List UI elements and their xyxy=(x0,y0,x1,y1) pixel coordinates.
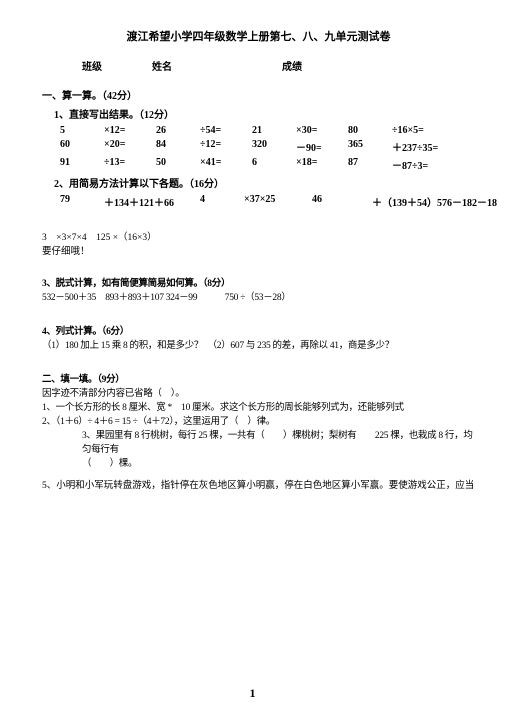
page-number: 1 xyxy=(0,686,505,701)
cell: 320 xyxy=(252,139,296,154)
section-3-heading: 3、脱式计算，如有简便算简易如何算。（8分） xyxy=(42,277,475,291)
mid-line-2: 要仔细哦！ xyxy=(42,245,475,259)
header-row: 班级 姓名 成绩 xyxy=(42,58,475,73)
cell: ÷16×5= xyxy=(392,125,424,136)
cell: ×37×25 xyxy=(244,194,312,209)
cell: 87 xyxy=(348,157,392,172)
cell: 79 xyxy=(60,194,104,209)
exam-title: 渡江希望小学四年级数学上册第七、八、九单元测试卷 xyxy=(42,28,475,44)
section-2-heading: 二、填一填。（9分） xyxy=(42,373,475,387)
cell: 4 xyxy=(200,194,244,209)
calc-row-1: 5 ×12= 26 ÷54= 21 ×30= 80 ÷16×5= xyxy=(60,125,475,136)
cell: 46 xyxy=(312,194,372,209)
class-label: 班级 xyxy=(42,58,152,73)
score-label: 成绩 xyxy=(282,58,475,73)
name-label: 姓名 xyxy=(152,58,282,73)
cell: ×18= xyxy=(296,157,348,172)
calc-row-4: 79 ＋134＋121＋66 4 ×37×25 46 ＋（139＋54）576－… xyxy=(60,194,475,209)
cell: －90= xyxy=(296,139,348,154)
cell: 365 xyxy=(348,139,392,154)
cell: ÷54= xyxy=(200,125,252,136)
cell: ×20= xyxy=(104,139,156,154)
cell: ÷12= xyxy=(200,139,252,154)
section-1-heading: 一、算一算。（42分） xyxy=(42,87,475,102)
cell: 91 xyxy=(60,157,104,172)
fill-line-3: 2、（1＋6）÷ 4＋6 = 15 ÷（4＋72），这里运用了（ ）律。 xyxy=(42,415,475,429)
cell: －87÷3= xyxy=(392,157,428,172)
calc-row-2: 60 ×20= 84 ÷12= 320 －90= 365 ＋237÷35= xyxy=(60,139,475,154)
cell: ×30= xyxy=(296,125,348,136)
cell: 5 xyxy=(60,125,104,136)
section-1-2-heading: 2、用简易方法计算以下各题。（16分） xyxy=(54,175,475,190)
cell: ＋134＋121＋66 xyxy=(104,194,200,209)
cell: ＋237÷35= xyxy=(392,139,438,154)
cell: ÷13= xyxy=(104,157,156,172)
cell: ×12= xyxy=(104,125,156,136)
cell: 26 xyxy=(156,125,200,136)
calc-row-3: 91 ÷13= 50 ×41= 6 ×18= 87 －87÷3= xyxy=(60,157,475,172)
section-3-body: 532－500＋35 893＋893＋107 324－99 750 ÷（53－2… xyxy=(42,291,475,305)
fill-line-5: （ ）棵。 xyxy=(82,457,475,471)
cell: 6 xyxy=(252,157,296,172)
section-1-1-heading: 1、直接写出结果。（12分） xyxy=(54,106,475,121)
cell: 80 xyxy=(348,125,392,136)
cell: 60 xyxy=(60,139,104,154)
fill-line-1: 因字迹不清部分内容已省略（ ）。 xyxy=(42,387,475,401)
mid-line-1: 3 ×3×7×4 125 ×（16×3） xyxy=(42,231,475,245)
cell: 84 xyxy=(156,139,200,154)
section-4-q1: （1）180 加上 15 乘 8 的积，和是多少？ （2）607 与 235 的… xyxy=(42,339,475,353)
fill-line-2: 1、一个长方形的长 8 厘米、宽 * 10 厘米。求这个长方形的周长能够列式为，… xyxy=(42,401,475,415)
cell: ×41= xyxy=(200,157,252,172)
fill-line-4: 3、果园里有 8 行桃树，每行 25 棵，一共有（ ）棵桃树；梨树有 225 棵… xyxy=(82,429,475,457)
section-4-heading: 4、列式计算。（6分） xyxy=(42,325,475,339)
section-5-text: 5、小明和小军玩转盘游戏，指针停在灰色地区算小明赢，停在白色地区算小军赢。要使游… xyxy=(42,479,475,493)
cell: 50 xyxy=(156,157,200,172)
cell: 21 xyxy=(252,125,296,136)
cell: ＋（139＋54）576－182－18 xyxy=(372,194,497,209)
